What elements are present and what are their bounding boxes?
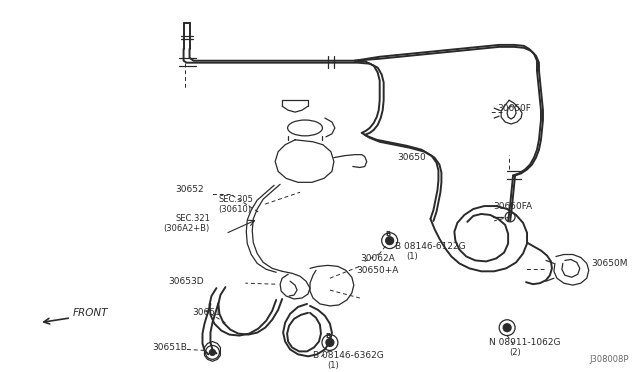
Text: B 08146-6362G: B 08146-6362G bbox=[313, 351, 384, 360]
Text: (1): (1) bbox=[406, 252, 419, 261]
Text: SEC.305: SEC.305 bbox=[218, 195, 253, 203]
Circle shape bbox=[326, 339, 334, 346]
Text: 30652: 30652 bbox=[175, 185, 204, 194]
Text: B: B bbox=[325, 333, 330, 339]
Text: N: N bbox=[504, 325, 510, 330]
Text: (1): (1) bbox=[327, 361, 339, 370]
Text: 30650F: 30650F bbox=[497, 104, 531, 113]
Text: (2): (2) bbox=[509, 348, 521, 357]
Text: 30651: 30651 bbox=[193, 308, 221, 317]
Text: J308008P: J308008P bbox=[589, 355, 628, 364]
Text: 30650M: 30650M bbox=[592, 259, 628, 268]
Text: 30650: 30650 bbox=[397, 153, 426, 162]
Text: 30651B: 30651B bbox=[153, 343, 188, 352]
Text: 30653D: 30653D bbox=[169, 277, 204, 286]
Circle shape bbox=[386, 237, 394, 245]
Circle shape bbox=[209, 349, 216, 355]
Text: 30062A: 30062A bbox=[360, 254, 394, 263]
Text: 30650FA: 30650FA bbox=[493, 202, 532, 211]
Text: B: B bbox=[385, 231, 390, 237]
Text: (30610): (30610) bbox=[218, 205, 252, 214]
Circle shape bbox=[503, 324, 511, 331]
Text: 30650+A: 30650+A bbox=[356, 266, 398, 275]
Text: N 08911-1062G: N 08911-1062G bbox=[489, 338, 561, 347]
Text: B 08146-6122G: B 08146-6122G bbox=[395, 242, 465, 251]
Text: SEC.321: SEC.321 bbox=[175, 214, 211, 224]
Text: FRONT: FRONT bbox=[73, 308, 109, 318]
Text: (306A2+B): (306A2+B) bbox=[164, 224, 210, 233]
